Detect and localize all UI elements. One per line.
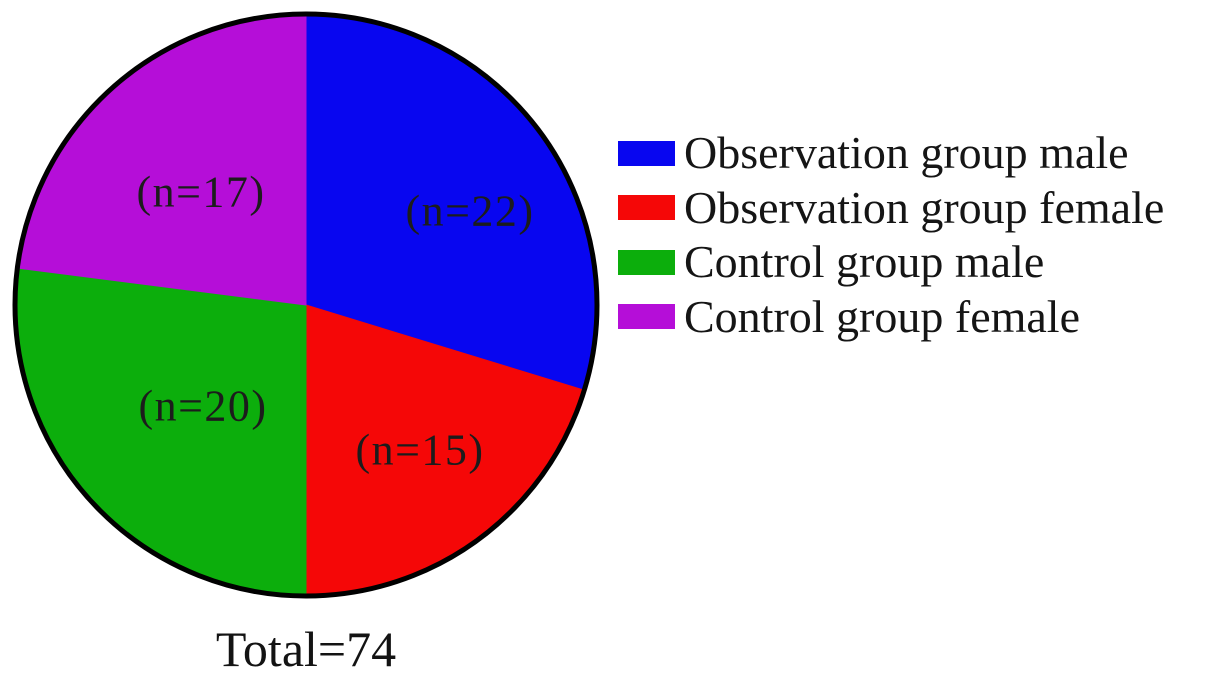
legend-color-swatch-observation-group-male [618, 140, 675, 166]
slice-label-control-group-male: (n=20) [138, 382, 267, 431]
legend-color-swatch-observation-group-female [618, 195, 675, 221]
legend-label: Control group female [684, 290, 1081, 342]
pie-slice-control-group-male [14, 267, 307, 597]
legend: Observation group male Observation group … [618, 126, 1164, 344]
legend-label: Observation group male [684, 127, 1129, 179]
legend-item-control-group-female: Control group female [618, 290, 1164, 345]
legend-color-swatch-control-group-male [618, 249, 675, 275]
slice-label-observation-group-female: (n=15) [355, 426, 484, 475]
legend-label: Control group male [684, 236, 1045, 288]
legend-color-swatch-control-group-female [618, 304, 675, 330]
slice-label-observation-group-male: (n=22) [405, 187, 534, 236]
legend-item-observation-group-female: Observation group female [618, 181, 1164, 236]
pie-outline [12, 11, 600, 599]
legend-item-observation-group-male: Observation group male [618, 126, 1164, 181]
pie-slice-control-group-female [16, 13, 307, 306]
legend-item-control-group-male: Control group male [618, 235, 1164, 290]
total-label: Total=74 [215, 621, 397, 677]
legend-label: Observation group female [684, 181, 1165, 233]
slice-label-control-group-female: (n=17) [136, 168, 265, 217]
